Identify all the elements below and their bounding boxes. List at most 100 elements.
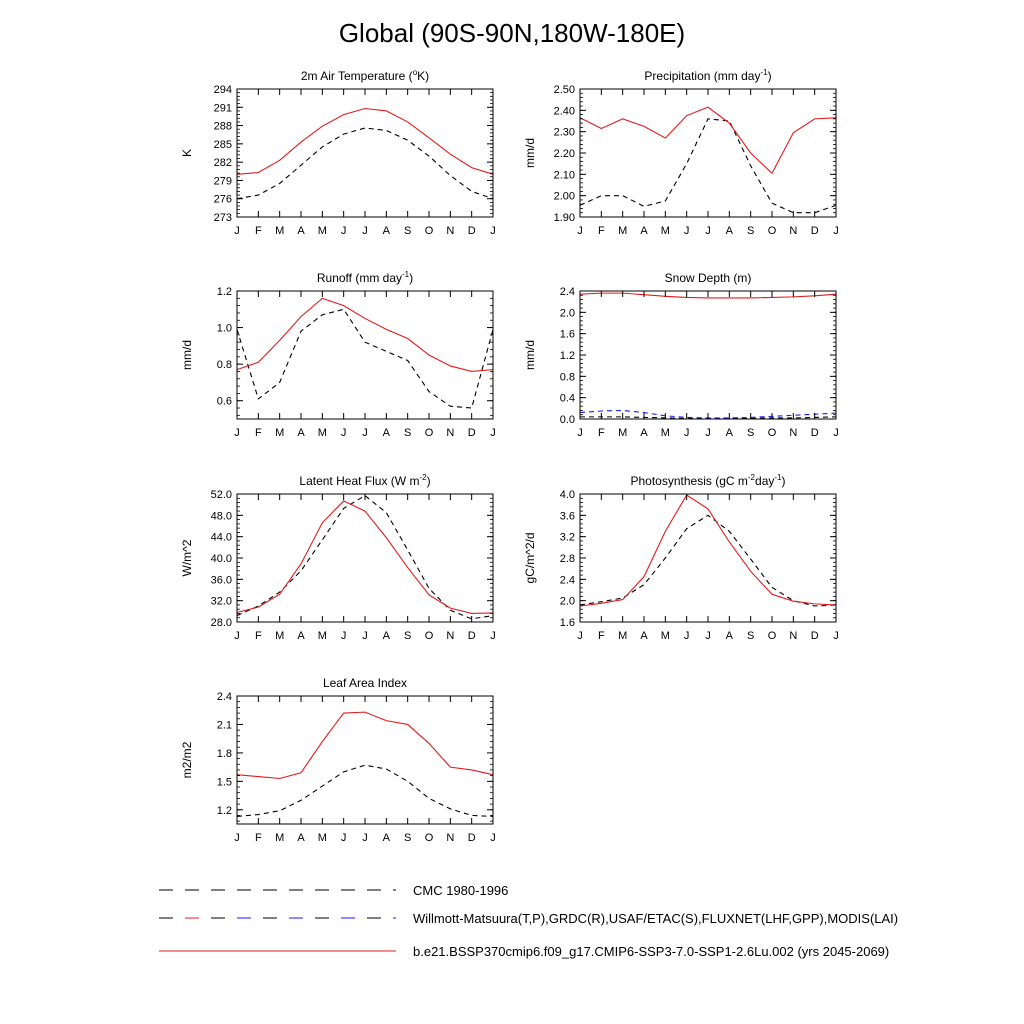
legend-label: Willmott-Matsuura(T,P),GRDC(R),USAF/ETAC… — [413, 911, 898, 926]
legend-label: b.e21.BSSP370cmip6.f09_g17.CMIP6-SSP3-7.… — [413, 944, 889, 959]
series-line-1 — [579, 118, 837, 214]
y-tick-label: 2.00 — [554, 191, 575, 203]
x-tick-label: J — [684, 630, 690, 642]
x-tick-label: J — [234, 225, 240, 237]
x-tick-label: A — [726, 427, 734, 439]
title-text: ) — [427, 474, 431, 488]
title-superscript: -2 — [419, 473, 427, 482]
y-tick-label: 1.90 — [554, 212, 575, 224]
series-line-2 — [236, 500, 494, 615]
x-tick-label: N — [446, 630, 454, 642]
y-tick-label: 0.0 — [560, 414, 575, 426]
figure-title: Global (90S-90N,180W-180E) — [338, 18, 686, 48]
title-superscript: -1 — [760, 68, 768, 77]
y-tick-label: 2.50 — [554, 84, 575, 96]
title-text: Snow Depth (m) — [665, 271, 752, 285]
x-tick-label: M — [661, 427, 670, 439]
y-tick-label: 1.2 — [560, 350, 575, 362]
x-tick-label: J — [234, 630, 240, 642]
x-tick-label: N — [789, 225, 797, 237]
panel-title: Photosynthesis (gC m-2day-1) — [631, 473, 786, 488]
x-tick-label: J — [577, 427, 583, 439]
x-tick-label: J — [362, 832, 368, 844]
plot-frame — [579, 493, 837, 623]
x-tick-label: O — [425, 427, 434, 439]
legend-label: CMC 1980-1996 — [413, 883, 508, 898]
x-tick-label: J — [341, 427, 347, 439]
y-tick-label: 3.2 — [560, 532, 575, 544]
x-tick-label: A — [383, 630, 391, 642]
panel-6: Photosynthesis (gC m-2day-1) gC/m^2/d J F M A… — [523, 473, 839, 642]
y-tick-label: 40.0 — [211, 553, 232, 565]
panel-2: Precipitation (mm day-1) mm/d J F M A M J J A S O N D… — [523, 68, 839, 237]
x-tick-label: F — [255, 225, 262, 237]
panel-title: Latent Heat Flux (W m-2) — [299, 473, 430, 488]
x-tick-label: J — [234, 427, 240, 439]
x-tick-label: A — [297, 630, 305, 642]
x-tick-label: J — [341, 832, 347, 844]
title-text: Runoff (mm day — [317, 271, 402, 285]
y-axis-label: K — [180, 149, 194, 157]
y-tick-label: 44.0 — [211, 532, 232, 544]
y-tick-label: 1.2 — [217, 286, 232, 298]
x-tick-label: A — [726, 225, 734, 237]
x-tick-label: D — [811, 630, 819, 642]
x-tick-label: O — [425, 225, 434, 237]
x-tick-label: M — [318, 630, 327, 642]
x-tick-label: N — [446, 225, 454, 237]
x-tick-label: M — [275, 225, 284, 237]
x-tick-label: J — [577, 225, 583, 237]
x-tick-label: A — [383, 225, 391, 237]
x-tick-label: M — [618, 630, 627, 642]
title-text: ) — [409, 271, 413, 285]
title-superscript: o — [413, 68, 418, 77]
y-tick-label: 0.8 — [217, 359, 232, 371]
y-tick-label: 36.0 — [211, 574, 232, 586]
x-tick-label: M — [661, 630, 670, 642]
title-text: Precipitation (mm day — [644, 69, 760, 83]
y-tick-label: 291 — [214, 102, 232, 114]
title-text: ) — [782, 474, 786, 488]
y-tick-label: 2.30 — [554, 127, 575, 139]
y-tick-label: 1.6 — [560, 329, 575, 341]
x-tick-label: D — [468, 225, 476, 237]
x-tick-label: J — [362, 630, 368, 642]
x-tick-label: J — [490, 630, 496, 642]
panel-3: Runoff (mm day-1) mm/d J F M A M J J A S O N D J 0.6 0.8… — [180, 270, 496, 439]
series-line-1 — [236, 308, 494, 409]
x-tick-label: O — [425, 832, 434, 844]
x-tick-label: D — [468, 630, 476, 642]
x-tick-label: N — [446, 427, 454, 439]
y-tick-label: 1.5 — [217, 776, 232, 788]
title-text: K) — [417, 69, 429, 83]
y-tick-label: 1.0 — [217, 323, 232, 335]
x-tick-label: J — [705, 630, 711, 642]
panel-title: 2m Air Temperature (oK) — [301, 68, 429, 83]
x-tick-label: J — [705, 427, 711, 439]
y-tick-label: 2.4 — [560, 574, 575, 586]
series-line-1 — [236, 494, 494, 620]
x-tick-label: J — [341, 630, 347, 642]
y-tick-label: 282 — [214, 157, 232, 169]
panel-5: Latent Heat Flux (W m-2) W/m^2 J F M A M J J A S O N… — [180, 473, 496, 642]
x-tick-label: J — [833, 427, 839, 439]
y-tick-label: 2.20 — [554, 148, 575, 160]
y-tick-label: 1.8 — [217, 748, 232, 760]
x-tick-label: F — [598, 427, 605, 439]
x-tick-label: A — [297, 225, 305, 237]
y-tick-label: 2.1 — [217, 719, 232, 731]
panel-title: Runoff (mm day-1) — [317, 270, 413, 285]
plot-frame — [236, 695, 494, 825]
x-tick-label: F — [598, 630, 605, 642]
plot-frame — [579, 88, 837, 218]
x-tick-label: S — [747, 630, 754, 642]
plot-frame — [579, 290, 837, 420]
x-tick-label: S — [747, 225, 754, 237]
y-tick-label: 276 — [214, 194, 232, 206]
x-tick-label: A — [383, 427, 391, 439]
x-tick-label: J — [234, 832, 240, 844]
title-text: 2m Air Temperature ( — [301, 69, 413, 83]
y-tick-label: 2.8 — [560, 553, 575, 565]
panel-4: Snow Depth (m)mm/dJ F M A M J J A S O N D J0.00.40.8… — [523, 271, 839, 439]
